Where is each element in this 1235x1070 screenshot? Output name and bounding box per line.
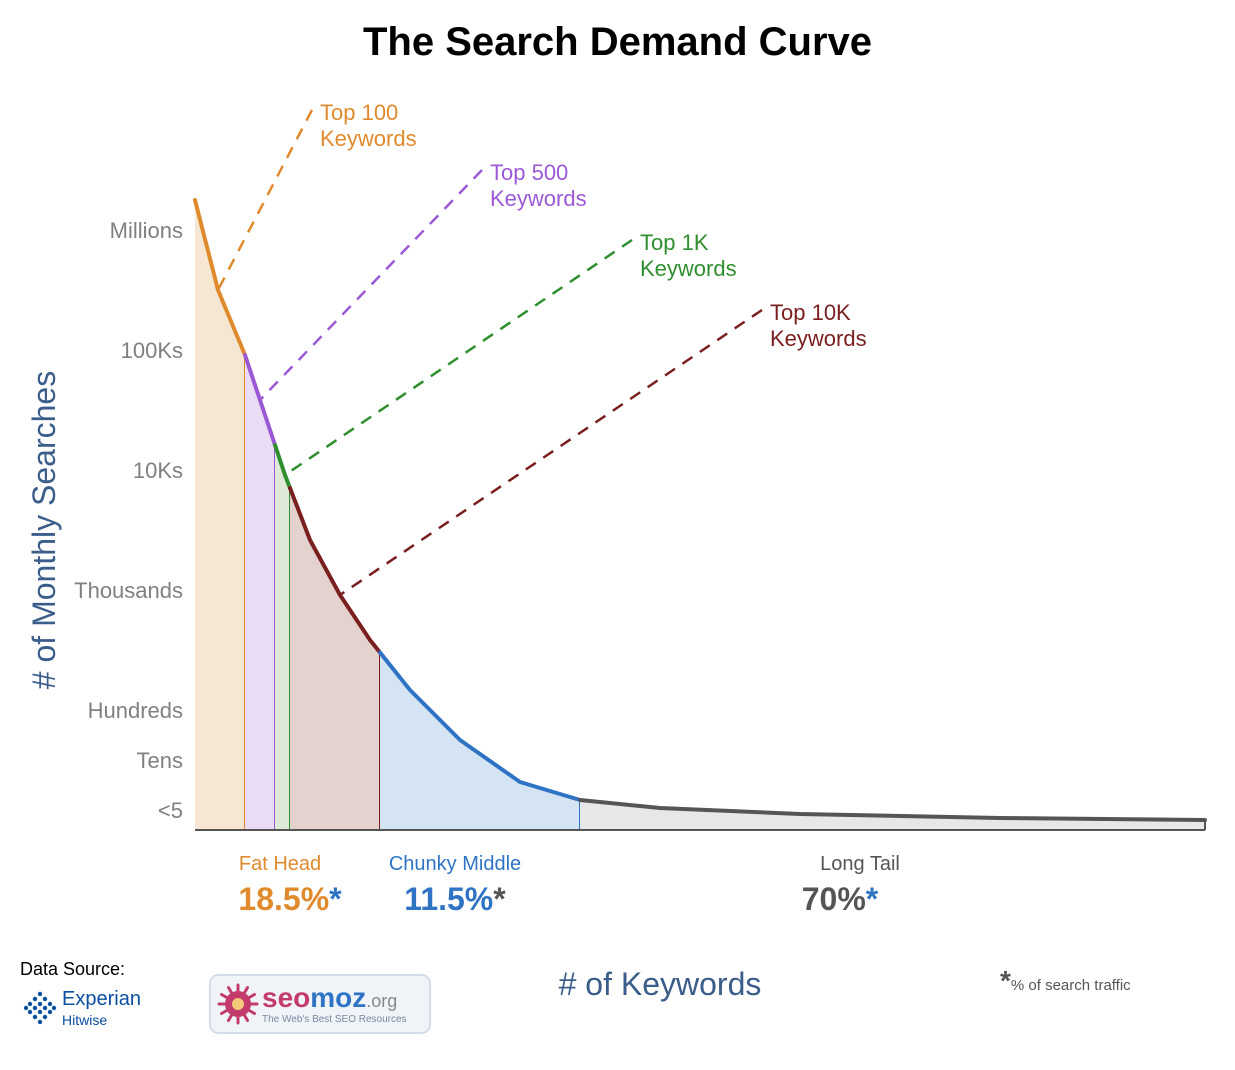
experian-hitwise-logo [24, 992, 56, 1024]
area-chunky [380, 653, 580, 831]
search-demand-curve-chart: The Search Demand Curve Top 100Keywords To… [0, 0, 1235, 1070]
region-label: Long Tail [820, 853, 900, 875]
ytick-label: Tens [137, 748, 183, 773]
ytick-label: Millions [110, 218, 183, 243]
chart-title: The Search Demand Curve [363, 20, 872, 64]
x-axis-title: # of Keywords [559, 966, 762, 1002]
hitwise-text: Hitwise [62, 1012, 107, 1028]
ytick-label: Hundreds [88, 698, 183, 723]
seomoz-tagline: The Web's Best SEO Resources [262, 1014, 407, 1025]
leader-top500 [260, 170, 482, 400]
region-percent: 70%* [802, 881, 879, 917]
experian-text: Experian [62, 988, 141, 1010]
ytick-label: Thousands [74, 578, 183, 603]
region-label: Chunky Middle [389, 853, 521, 875]
callout-top10k: Top 10KKeywords [770, 300, 867, 351]
area-top10k [290, 488, 380, 830]
ytick-label: 10Ks [133, 458, 183, 483]
region-percent: 18.5%* [238, 881, 342, 917]
leader-top1k [285, 240, 632, 475]
data-source-label: Data Source: [20, 959, 125, 979]
callout-top100: Top 100Keywords [320, 100, 417, 151]
leader-top100 [218, 110, 312, 290]
y-axis-title: # of Monthly Searches [26, 371, 62, 689]
footnote: *% of search traffic [1000, 965, 1131, 996]
area-top1k [275, 445, 290, 830]
ytick-label: <5 [158, 798, 183, 823]
ytick-label: 100Ks [121, 338, 183, 363]
callout-top1k: Top 1KKeywords [640, 230, 737, 281]
region-label: Fat Head [239, 853, 321, 875]
leader-top10k [340, 310, 762, 595]
region-percent: 11.5%* [404, 881, 506, 917]
callout-top500: Top 500Keywords [490, 160, 587, 211]
